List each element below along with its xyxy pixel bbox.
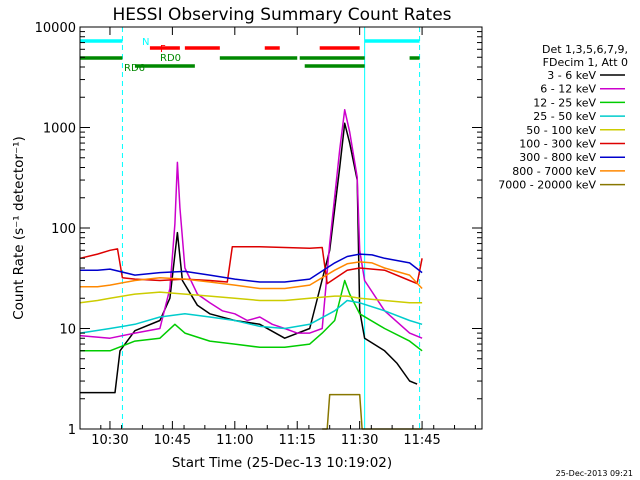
x-tick-label-2: 10:45: [154, 433, 191, 448]
state-bar-f: F: [149, 44, 360, 55]
series-layer: [79, 109, 423, 430]
legend-header-2: FDecim 1, Att 0: [543, 56, 628, 69]
legend-label-9: 7000 - 20000 keV: [498, 179, 596, 192]
series-line-7: [80, 253, 423, 283]
footer-timestamp: 25-Dec-2013 09:21: [556, 469, 633, 478]
x-tick-label-6: 11:45: [403, 433, 440, 448]
legend-label-1: 3 - 6 keV: [547, 69, 596, 82]
series-3: [80, 279, 423, 352]
y-tick-label-5: 10000: [35, 21, 76, 36]
y-tick-label-3: 100: [51, 222, 76, 237]
legend-label-6: 100 - 300 keV: [519, 138, 596, 151]
series-2: [79, 109, 423, 339]
state-bar-rd6: RD6: [124, 63, 365, 74]
legend-label-2: 6 - 12 keV: [540, 83, 596, 96]
y-axis-label: Count Rate (s⁻¹ detector⁻¹): [11, 136, 27, 320]
series-line-6: [79, 246, 423, 285]
state-bar-label-n: N: [142, 37, 149, 48]
series-line-1: [80, 122, 418, 394]
x-axis-label: Start Time (25-Dec-13 10:19:02): [172, 455, 392, 471]
legend-label-8: 800 - 7000 keV: [512, 165, 596, 178]
x-tick-label-5: 11:30: [341, 433, 378, 448]
vertical-markers: [79, 27, 421, 429]
plot-frame: [79, 26, 483, 430]
legend: Det 1,3,5,6,7,9,FDecim 1, Att 03 - 6 keV…: [498, 43, 628, 192]
series-4: [79, 299, 423, 334]
series-line-2: [79, 109, 423, 339]
legend-label-3: 12 - 25 keV: [533, 96, 596, 109]
legend-label-7: 300 - 800 keV: [519, 151, 596, 164]
series-7: [80, 253, 423, 283]
series-line-9: [322, 393, 423, 430]
series-line-3: [80, 279, 423, 352]
series-9: [322, 393, 423, 430]
x-axis: 10:30 10:45 11:00 11:15 11:30 11:45: [91, 27, 476, 448]
state-bar-label-f: F: [160, 44, 166, 55]
series-6: [79, 246, 423, 285]
state-bar-n: N: [80, 37, 420, 48]
legend-label-5: 50 - 100 keV: [526, 124, 596, 137]
y-tick-label-4: 1000: [43, 122, 76, 137]
y-tick-label-2: 10: [59, 323, 76, 338]
state-bar-label-rd0: RD0: [160, 53, 181, 64]
x-tick-label-3: 11:00: [216, 433, 253, 448]
chart-title: HESSI Observing Summary Count Rates: [112, 5, 451, 25]
series-8: [80, 261, 423, 290]
y-axis: 1 10 100 1000 10000: [35, 21, 482, 438]
series-line-8: [80, 261, 423, 290]
series-1: [80, 122, 418, 394]
legend-label-4: 25 - 50 keV: [533, 110, 596, 123]
series-line-5: [79, 291, 423, 304]
legend-header-1: Det 1,3,5,6,7,9,: [542, 43, 628, 56]
state-bar-label-rd6: RD6: [124, 63, 145, 74]
series-5: [79, 291, 423, 304]
series-line-4: [79, 299, 423, 334]
y-tick-label-1: 1: [68, 423, 76, 438]
x-tick-label-1: 10:30: [91, 433, 128, 448]
x-tick-label-4: 11:15: [278, 433, 315, 448]
state-bar-rd0: RD0: [80, 53, 420, 64]
